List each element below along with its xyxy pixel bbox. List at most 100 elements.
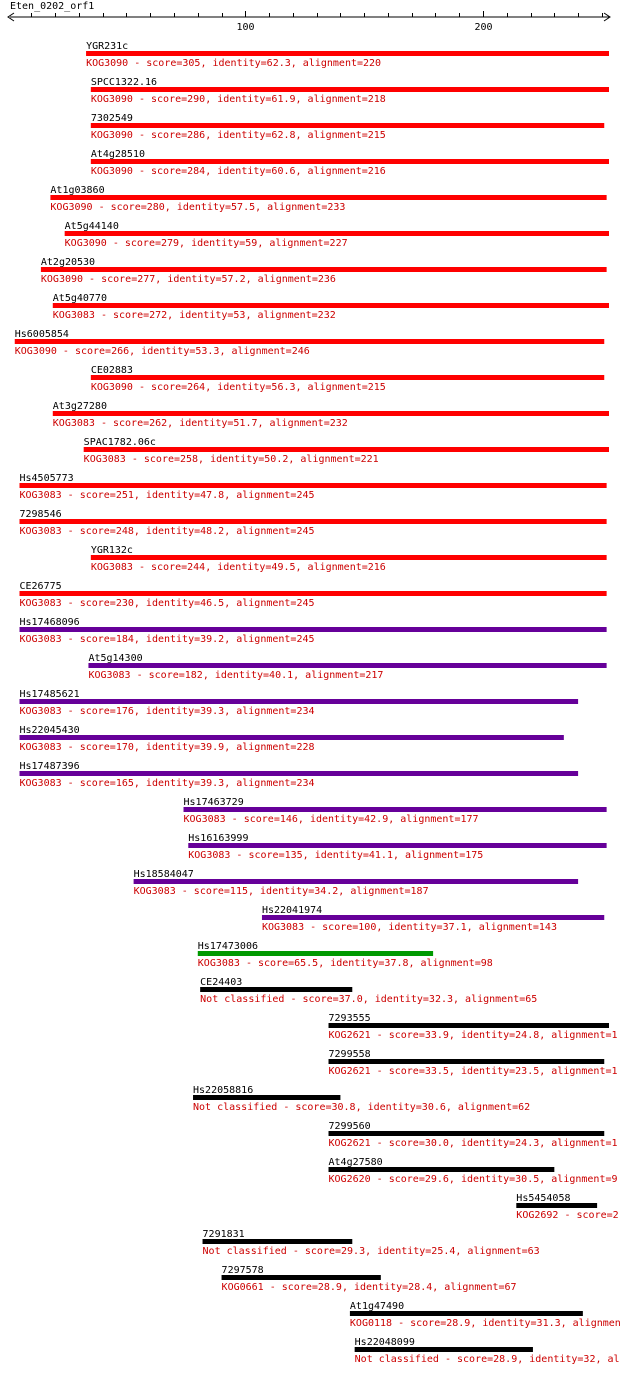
hit-row[interactable]: At2g20530 KOG3090 - score=277, identity=5… bbox=[40, 257, 607, 285]
hit-name[interactable]: At5g44140 bbox=[65, 221, 119, 232]
hit-name[interactable]: SPCC1322.16 bbox=[91, 77, 157, 88]
hit-row[interactable]: Hs22048099 Not classified - score=28.9, i… bbox=[354, 1337, 620, 1365]
hit-bar[interactable] bbox=[516, 1203, 598, 1208]
hit-bar[interactable] bbox=[88, 663, 607, 668]
hit-row[interactable]: Hs22045430 KOG3083 - score=170, identity=… bbox=[19, 725, 564, 753]
hit-row[interactable]: 7299558 KOG2621 - score=33.5, identity=23… bbox=[328, 1049, 618, 1077]
hit-row[interactable]: CE02883 KOG3090 - score=264, identity=56.… bbox=[90, 365, 605, 393]
hit-row[interactable]: At3g27280 KOG3083 - score=262, identity=5… bbox=[52, 401, 610, 429]
hit-bar[interactable] bbox=[19, 591, 607, 596]
hit-row[interactable]: Hs5454058 KOG2692 - score=2 bbox=[516, 1193, 619, 1221]
hit-bar[interactable] bbox=[83, 447, 609, 452]
hit-name[interactable]: At1g47490 bbox=[350, 1301, 404, 1312]
hit-row[interactable]: Hs22058816 Not classified - score=30.8, i… bbox=[193, 1085, 530, 1113]
hit-name[interactable]: At4g27580 bbox=[329, 1157, 383, 1168]
hit-bar[interactable] bbox=[328, 1023, 609, 1028]
hit-row[interactable]: YGR231c KOG3090 - score=305, identity=62.… bbox=[86, 41, 610, 69]
hit-name[interactable]: 7293555 bbox=[329, 1013, 371, 1024]
hit-bar[interactable] bbox=[90, 159, 610, 164]
hit-bar[interactable] bbox=[200, 987, 353, 992]
hit-name[interactable]: Hs17473006 bbox=[198, 941, 258, 952]
hit-bar[interactable] bbox=[197, 951, 434, 956]
hit-row[interactable]: CE24403 Not classified - score=37.0, iden… bbox=[200, 977, 537, 1005]
hit-bar[interactable] bbox=[40, 267, 607, 272]
hit-bar[interactable] bbox=[202, 1239, 353, 1244]
hit-bar[interactable] bbox=[349, 1311, 583, 1316]
hit-row[interactable]: SPCC1322.16 KOG3090 - score=290, identity… bbox=[90, 77, 610, 105]
hit-bar[interactable] bbox=[52, 411, 610, 416]
hit-name[interactable]: YGR231c bbox=[86, 41, 128, 52]
hit-name[interactable]: Hs4505773 bbox=[20, 473, 74, 484]
hit-name[interactable]: Hs17463729 bbox=[184, 797, 244, 808]
hit-name[interactable]: SPAC1782.06c bbox=[84, 437, 156, 448]
hit-bar[interactable] bbox=[52, 303, 610, 308]
hit-bar[interactable] bbox=[261, 915, 605, 920]
hit-name[interactable]: At2g20530 bbox=[41, 257, 95, 268]
hit-bar[interactable] bbox=[19, 699, 579, 704]
hit-row[interactable]: At5g44140 KOG3090 - score=279, identity=5… bbox=[64, 221, 609, 249]
hit-row[interactable]: At1g03860 KOG3090 - score=280, identity=5… bbox=[50, 185, 607, 213]
hit-name[interactable]: Hs5454058 bbox=[516, 1193, 570, 1204]
hit-row[interactable]: Hs22041974 KOG3083 - score=100, identity=… bbox=[261, 905, 605, 933]
hit-bar[interactable] bbox=[221, 1275, 381, 1280]
hit-row[interactable]: Hs17473006 KOG3083 - score=65.5, identity… bbox=[197, 941, 493, 969]
hit-name[interactable]: At5g14300 bbox=[88, 653, 142, 664]
hit-bar[interactable] bbox=[328, 1167, 555, 1172]
hit-row[interactable]: 7297578 KOG0661 - score=28.9, identity=28… bbox=[221, 1265, 517, 1293]
hit-name[interactable]: At3g27280 bbox=[53, 401, 107, 412]
hit-bar[interactable] bbox=[19, 627, 607, 632]
hit-name[interactable]: 7299558 bbox=[329, 1049, 371, 1060]
hit-row[interactable]: SPAC1782.06c KOG3083 - score=258, identit… bbox=[83, 437, 609, 465]
hit-row[interactable]: 7291831 Not classified - score=29.3, iden… bbox=[202, 1229, 540, 1257]
hit-bar[interactable] bbox=[328, 1059, 605, 1064]
hit-bar[interactable] bbox=[183, 807, 607, 812]
hit-bar[interactable] bbox=[328, 1131, 605, 1136]
hit-bar[interactable] bbox=[50, 195, 607, 200]
hit-row[interactable]: 7293555 KOG2621 - score=33.9, identity=24… bbox=[328, 1013, 618, 1041]
hit-name[interactable]: Hs17468096 bbox=[20, 617, 80, 628]
hit-row[interactable]: Hs17468096 KOG3083 - score=184, identity=… bbox=[19, 617, 607, 645]
hit-name[interactable]: Hs22045430 bbox=[20, 725, 80, 736]
hit-row[interactable]: Hs16163999 KOG3083 - score=135, identity=… bbox=[188, 833, 607, 861]
hit-name[interactable]: 7298546 bbox=[20, 509, 62, 520]
hit-name[interactable]: Hs6005854 bbox=[15, 329, 69, 340]
hit-bar[interactable] bbox=[14, 339, 605, 344]
hit-name[interactable]: CE26775 bbox=[20, 581, 62, 592]
hit-name[interactable]: At4g28510 bbox=[91, 149, 145, 160]
hit-bar[interactable] bbox=[86, 51, 610, 56]
hit-row[interactable]: At4g27580 KOG2620 - score=29.6, identity=… bbox=[328, 1157, 618, 1185]
hit-bar[interactable] bbox=[188, 843, 607, 848]
hit-name[interactable]: 7291831 bbox=[203, 1229, 245, 1240]
hit-row[interactable]: At4g28510 KOG3090 - score=284, identity=6… bbox=[90, 149, 610, 177]
hit-name[interactable]: At5g40770 bbox=[53, 293, 107, 304]
hit-name[interactable]: At1g03860 bbox=[50, 185, 104, 196]
hit-row[interactable]: 7302549 KOG3090 - score=286, identity=62.… bbox=[90, 113, 605, 141]
hit-bar[interactable] bbox=[19, 735, 564, 740]
hit-name[interactable]: CE24403 bbox=[200, 977, 242, 988]
hit-bar[interactable] bbox=[90, 87, 610, 92]
hit-row[interactable]: 7299560 KOG2621 - score=30.0, identity=24… bbox=[328, 1121, 618, 1149]
hit-name[interactable]: Hs22048099 bbox=[355, 1337, 415, 1348]
hit-name[interactable]: CE02883 bbox=[91, 365, 133, 376]
hit-row[interactable]: Hs4505773 KOG3083 - score=251, identity=4… bbox=[19, 473, 607, 501]
hit-name[interactable]: Hs22041974 bbox=[262, 905, 322, 916]
hit-bar[interactable] bbox=[133, 879, 579, 884]
hit-bar[interactable] bbox=[19, 771, 579, 776]
hit-row[interactable]: At5g40770 KOG3083 - score=272, identity=5… bbox=[52, 293, 610, 321]
hit-name[interactable]: 7297578 bbox=[222, 1265, 264, 1276]
hit-bar[interactable] bbox=[90, 123, 605, 128]
hit-name[interactable]: Hs17485621 bbox=[20, 689, 80, 700]
hit-row[interactable]: Hs17485621 KOG3083 - score=176, identity=… bbox=[19, 689, 579, 717]
hit-bar[interactable] bbox=[90, 375, 605, 380]
hit-name[interactable]: 7299560 bbox=[329, 1121, 371, 1132]
hit-row[interactable]: YGR132c KOG3083 - score=244, identity=49.… bbox=[90, 545, 607, 573]
hit-name[interactable]: Hs16163999 bbox=[188, 833, 248, 844]
hit-name[interactable]: Hs22058816 bbox=[193, 1085, 253, 1096]
hit-row[interactable]: Hs17463729 KOG3083 - score=146, identity=… bbox=[183, 797, 607, 825]
hit-row[interactable]: 7298546 KOG3083 - score=248, identity=48.… bbox=[19, 509, 607, 537]
hit-name[interactable]: Hs18584047 bbox=[134, 869, 194, 880]
hit-bar[interactable] bbox=[64, 231, 609, 236]
hit-row[interactable]: Hs6005854 KOG3090 - score=266, identity=5… bbox=[14, 329, 605, 357]
hit-bar[interactable] bbox=[90, 555, 607, 560]
hit-row[interactable]: At5g14300 KOG3083 - score=182, identity=4… bbox=[88, 653, 607, 681]
